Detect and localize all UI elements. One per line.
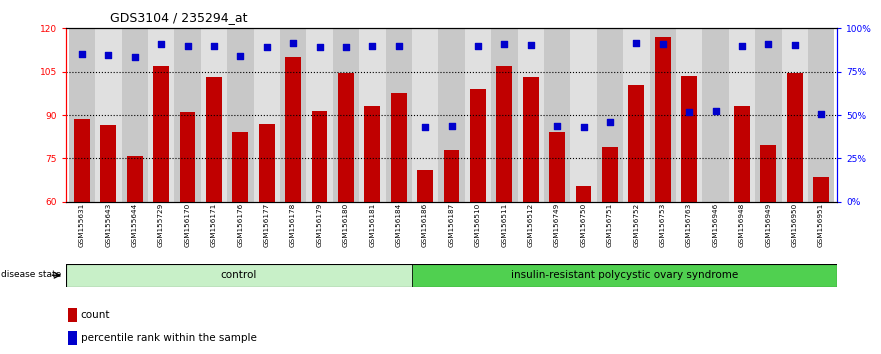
Point [339,44,353,49]
Bar [359,28,386,202]
Text: GDS3104 / 235294_at: GDS3104 / 235294_at [110,11,248,24]
Bar [729,28,755,202]
Point [708,108,722,114]
Bar [439,28,464,202]
Bar [575,186,591,202]
Point [682,109,696,114]
Bar [338,73,354,202]
Text: control: control [220,270,257,280]
Bar [148,28,174,202]
Point [788,42,802,48]
Bar [681,76,697,202]
Bar [285,57,301,202]
Point [128,54,142,60]
Bar [259,124,275,202]
Bar [180,112,196,202]
Bar [549,132,565,202]
Bar [470,89,485,202]
Point [313,44,327,49]
Bar [649,28,676,202]
Bar [69,331,78,344]
Bar [570,28,596,202]
Bar [127,155,143,202]
Bar [74,119,90,202]
Bar [69,308,78,322]
Point [101,52,115,58]
Bar [95,28,122,202]
Point [470,43,485,48]
Bar [813,177,829,202]
Bar [781,28,808,202]
Bar [386,28,412,202]
Bar [517,28,544,202]
Point [444,124,458,129]
Text: percentile rank within the sample: percentile rank within the sample [81,332,256,343]
Bar [496,66,512,202]
Bar [522,78,538,202]
Bar [734,106,750,202]
Bar [808,28,834,202]
Bar [69,28,95,202]
Bar [755,28,781,202]
Bar [122,28,148,202]
Bar [676,28,702,202]
Point [286,40,300,46]
Bar [66,264,411,287]
Point [497,41,511,47]
Point [550,124,564,129]
Bar [412,28,439,202]
Bar [254,28,280,202]
Bar [365,106,381,202]
Point [735,43,749,48]
Point [603,119,617,125]
Bar [100,125,116,202]
Bar [596,28,623,202]
Point [629,40,643,46]
Bar [206,78,222,202]
Bar [307,28,333,202]
Bar [418,170,433,202]
Bar [174,28,201,202]
Bar [707,202,723,259]
Point [154,41,168,47]
Bar [391,93,407,202]
Bar [702,28,729,202]
Bar [201,28,227,202]
Point [392,43,406,48]
Point [207,43,221,48]
Point [181,43,195,48]
Point [576,124,590,130]
Text: insulin-resistant polycystic ovary syndrome: insulin-resistant polycystic ovary syndr… [511,270,738,280]
Point [814,112,828,117]
Point [260,44,274,49]
Bar [280,28,307,202]
Point [418,124,433,130]
Bar [444,150,459,202]
Point [233,53,248,59]
Bar [602,147,618,202]
Bar [233,132,248,202]
Point [75,52,89,57]
Bar [227,28,254,202]
Point [761,41,775,47]
Bar [628,85,644,202]
Text: count: count [81,310,110,320]
Bar [655,37,670,202]
Bar [464,28,491,202]
Point [523,42,537,48]
Text: disease state: disease state [2,270,62,279]
Point [655,41,670,47]
Bar [544,28,570,202]
Bar [333,28,359,202]
Bar [411,264,837,287]
Bar [623,28,649,202]
Bar [491,28,517,202]
Point [366,43,380,48]
Bar [787,73,803,202]
Bar [312,111,328,202]
Bar [153,66,169,202]
Bar [760,145,776,202]
